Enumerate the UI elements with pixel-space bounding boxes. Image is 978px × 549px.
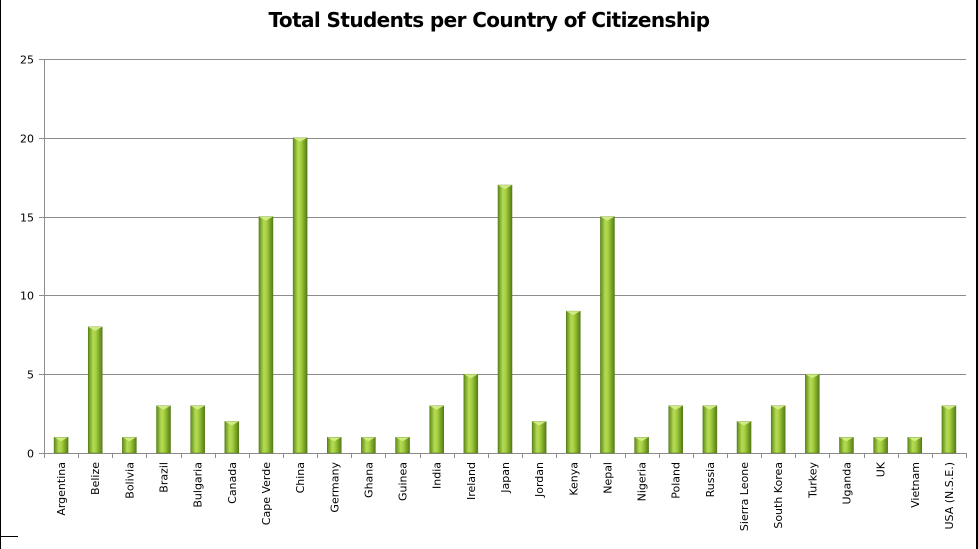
bar-india (429, 405, 444, 454)
bar-brazil (156, 405, 171, 454)
bar-kenya (566, 310, 581, 454)
x-tick-label: Nepal (601, 462, 614, 494)
x-tick-label: Belize (89, 462, 102, 495)
bar-cap (805, 374, 820, 379)
x-tick-label: Poland (670, 462, 683, 499)
bar-nepal (600, 216, 615, 454)
bar-jordan (531, 421, 547, 454)
bar-cap (429, 405, 444, 410)
x-tick-label: China (294, 462, 307, 493)
bar-japan (497, 184, 513, 454)
bar-cap (88, 326, 103, 331)
x-tick-label: Nigeria (636, 462, 649, 501)
bar-cap (566, 311, 581, 316)
y-tick-labels: 0 5 10 15 20 25 (20, 54, 34, 461)
x-tick-label: Uganda (840, 462, 853, 504)
bar-ireland (463, 373, 479, 454)
bar-cap (634, 437, 649, 442)
frame-border-right (976, 0, 978, 549)
bar-cap (54, 437, 69, 442)
x-tick-label: Germany (328, 462, 341, 513)
bar-sierra-leone (736, 421, 752, 454)
x-tick-label: South Korea (772, 462, 785, 529)
y-tick-label: 15 (20, 212, 34, 225)
bar-turkey (805, 373, 820, 454)
bar-canada (224, 421, 240, 454)
x-tick-label: Argentina (55, 462, 68, 516)
x-tick-label: Bulgaria (192, 462, 205, 508)
bar-poland (668, 405, 683, 454)
bar-cap (941, 405, 956, 410)
x-tick-label: Vietnam (909, 462, 922, 508)
bar-cap (122, 437, 137, 442)
x-tick-label: Brazil (158, 462, 171, 493)
x-tick-label: Ireland (465, 462, 478, 500)
bar-bulgaria (190, 405, 205, 454)
x-tick-label: Kenya (567, 462, 580, 496)
y-tick-label: 20 (20, 133, 34, 146)
bar-china (292, 137, 308, 454)
frame-border-left (0, 0, 1, 549)
bar-cap (156, 405, 171, 410)
y-tick-label: 10 (20, 290, 34, 303)
axes (39, 59, 967, 458)
bar-cap (839, 437, 854, 442)
x-tick-label: Bolivia (123, 462, 136, 499)
bar-usa-n-s-e (941, 405, 957, 454)
bar-south-korea (770, 405, 786, 454)
bar-cap (907, 437, 922, 442)
x-tick-label: Russia (704, 462, 717, 497)
bar-cap (498, 185, 512, 190)
bar-russia (702, 405, 718, 454)
bar-cap (532, 421, 547, 426)
bar-cape-verde (258, 216, 274, 454)
y-tick-label: 5 (27, 369, 34, 382)
bar-cap (668, 405, 683, 410)
x-tick-label: India (431, 462, 444, 489)
x-tick-label: Japan (499, 462, 512, 494)
bar-cap (327, 437, 342, 442)
x-tick-label: Canada (226, 462, 239, 504)
x-tick-labels: Argentina Belize Bolivia Brazil Bulgaria Cana… (55, 461, 956, 531)
bar-cap (293, 137, 308, 142)
x-tick-label: Ghana (362, 462, 375, 498)
x-tick-label: Cape Verde (260, 462, 273, 525)
bar-cap (190, 405, 205, 410)
bar-cap (737, 421, 752, 426)
bar-cap (395, 437, 410, 442)
bar-cap (224, 421, 239, 426)
bar-cap (361, 437, 376, 442)
x-tick-label: Turkey (806, 462, 819, 499)
x-tick-label: Guinea (397, 462, 410, 501)
x-tick-label: Jordan (533, 462, 546, 498)
y-tick-label: 25 (20, 54, 34, 67)
y-tick-label: 0 (27, 448, 34, 461)
x-tick-label: UK (875, 461, 888, 477)
x-tick-label: USA (N.S.E.) (943, 462, 956, 530)
bar-cap (258, 216, 273, 221)
x-tick-label: Sierra Leone (738, 462, 751, 531)
bar-cap (600, 216, 615, 221)
bar-belize (87, 326, 103, 454)
bar-cap (771, 405, 786, 410)
chart-title: Total Students per Country of Citizenshi… (268, 8, 710, 32)
bar-cap (702, 405, 717, 410)
bar-cap (463, 374, 478, 379)
frame-border-bottom (0, 536, 18, 537)
bar-cap (873, 437, 888, 442)
bars (53, 137, 957, 454)
